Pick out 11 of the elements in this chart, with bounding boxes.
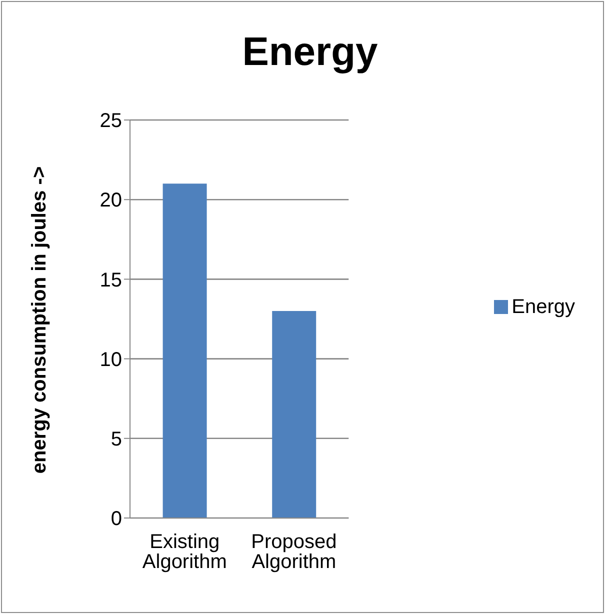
y-axis-title: energy consumption in joules -> [28, 166, 52, 474]
y-tick-label: 10 [100, 348, 122, 371]
y-tick-label: 0 [110, 508, 122, 530]
y-tick-label: 25 [100, 110, 122, 132]
x-tick-label: Existing Algorithm [142, 531, 227, 574]
y-tick-label: 5 [110, 428, 122, 450]
x-tick-label: Proposed Algorithm [251, 531, 337, 574]
y-tick-label: 20 [100, 190, 122, 212]
chart-title: Energy [241, 30, 379, 75]
legend-label: Energy [512, 296, 575, 318]
y-tick-label: 15 [100, 269, 122, 292]
